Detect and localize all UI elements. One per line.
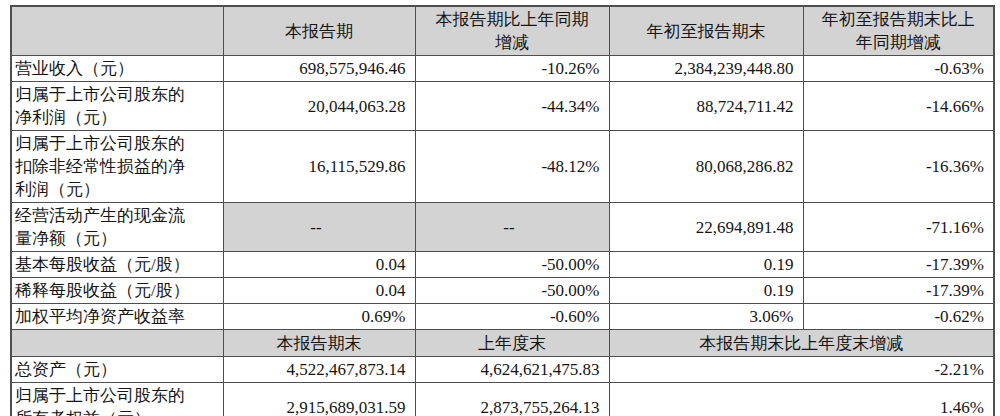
cell-value: 4,522,467,873.14 <box>223 357 415 383</box>
table-row-weighted-avg-roe: 加权平均净资产收益率 0.69% -0.60% 3.06% -0.62% <box>11 304 994 330</box>
cell-value: 698,575,946.46 <box>223 56 415 82</box>
cell-value: -71.16% <box>803 203 994 252</box>
cell-value: -17.39% <box>803 252 994 278</box>
table-row-diluted-eps: 稀释每股收益（元/股） 0.04 -50.00% 0.19 -17.39% <box>11 278 994 304</box>
cell-value: 22,694,891.48 <box>609 203 803 252</box>
cell-value: 16,115,529.86 <box>223 131 415 203</box>
table-row-net-profit-excl-nonrecurring: 归属于上市公司股东的 扣除非经常性损益的净 利润（元） 16,115,529.8… <box>11 131 994 203</box>
row-label: 基本每股收益（元/股） <box>11 252 223 278</box>
cell-value: -14.66% <box>803 82 994 131</box>
col-header-year-to-date: 年初至报告期末 <box>609 6 803 56</box>
cell-value: -0.63% <box>803 56 994 82</box>
header-row-period-end: 本报告期末 上年度末 本报告期末比上年度末增减 <box>11 330 994 357</box>
row-label: 总资产（元） <box>11 357 223 383</box>
cell-value: -10.26% <box>415 56 609 82</box>
cell-value: -- <box>223 203 415 252</box>
cell-value: -- <box>415 203 609 252</box>
table-row-revenue: 营业收入（元） 698,575,946.46 -10.26% 2,384,239… <box>11 56 994 82</box>
col-header-period-end-vs-prior-year-change: 本报告期末比上年度末增减 <box>609 330 994 357</box>
cell-value: 20,044,063.28 <box>223 82 415 131</box>
row-label: 稀释每股收益（元/股） <box>11 278 223 304</box>
header-row-period: 本报告期 本报告期比上年同期 增减 年初至报告期末 年初至报告期末比上 年同期增… <box>11 6 994 56</box>
cell-value: -17.39% <box>803 278 994 304</box>
header-empty-cell <box>11 6 223 56</box>
financial-summary-table: 本报告期 本报告期比上年同期 增减 年初至报告期末 年初至报告期末比上 年同期增… <box>10 5 995 416</box>
cell-value: -44.34% <box>415 82 609 131</box>
cell-value: 1.46% <box>609 383 994 416</box>
cell-value: 80,068,286.82 <box>609 131 803 203</box>
cell-value: -2.21% <box>609 357 994 383</box>
cell-value: 0.19 <box>609 278 803 304</box>
cell-value: 2,915,689,031.59 <box>223 383 415 416</box>
row-label: 归属于上市公司股东的 净利润（元） <box>11 82 223 131</box>
cell-value: -0.60% <box>415 304 609 330</box>
table-row-basic-eps: 基本每股收益（元/股） 0.04 -50.00% 0.19 -17.39% <box>11 252 994 278</box>
cell-value: -16.36% <box>803 131 994 203</box>
header-empty-cell <box>11 330 223 357</box>
cell-value: 0.04 <box>223 278 415 304</box>
cell-value: -0.62% <box>803 304 994 330</box>
col-header-period-end: 本报告期末 <box>223 330 415 357</box>
table-row-total-assets: 总资产（元） 4,522,467,873.14 4,624,621,475.83… <box>11 357 994 383</box>
cell-value: 2,873,755,264.13 <box>415 383 609 416</box>
cell-value: -48.12% <box>415 131 609 203</box>
cell-value: 0.69% <box>223 304 415 330</box>
table-row-net-profit: 归属于上市公司股东的 净利润（元） 20,044,063.28 -44.34% … <box>11 82 994 131</box>
cell-value: -50.00% <box>415 278 609 304</box>
cell-value: 0.04 <box>223 252 415 278</box>
cell-value: 88,724,711.42 <box>609 82 803 131</box>
cell-value: 4,624,621,475.83 <box>415 357 609 383</box>
cell-value: 2,384,239,448.80 <box>609 56 803 82</box>
col-header-year-to-date-yoy-change: 年初至报告期末比上 年同期增减 <box>803 6 994 56</box>
col-header-current-period-yoy-change: 本报告期比上年同期 增减 <box>415 6 609 56</box>
row-label: 经营活动产生的现金流 量净额（元） <box>11 203 223 252</box>
table-row-shareholders-equity: 归属于上市公司股东的 所有者权益（元） 2,915,689,031.59 2,8… <box>11 383 994 416</box>
row-label: 归属于上市公司股东的 所有者权益（元） <box>11 383 223 416</box>
cell-value: 3.06% <box>609 304 803 330</box>
row-label: 归属于上市公司股东的 扣除非经常性损益的净 利润（元） <box>11 131 223 203</box>
table-row-operating-cash-flow: 经营活动产生的现金流 量净额（元） -- -- 22,694,891.48 -7… <box>11 203 994 252</box>
col-header-prior-year-end: 上年度末 <box>415 330 609 357</box>
cell-value: 0.19 <box>609 252 803 278</box>
cell-value: -50.00% <box>415 252 609 278</box>
row-label: 加权平均净资产收益率 <box>11 304 223 330</box>
col-header-current-period: 本报告期 <box>223 6 415 56</box>
row-label: 营业收入（元） <box>11 56 223 82</box>
